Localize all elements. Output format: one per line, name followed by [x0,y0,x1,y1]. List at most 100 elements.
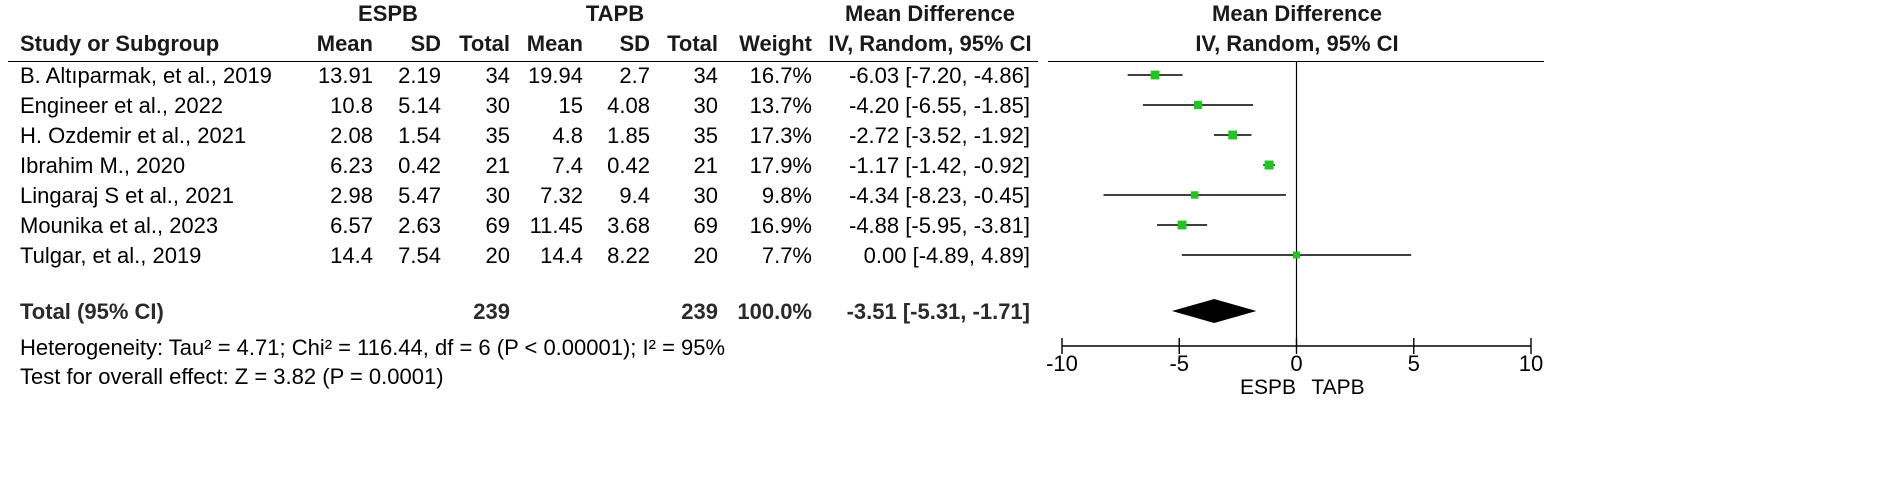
row-weight: 13.7% [749,93,812,118]
row-total-espb: 20 [485,243,510,268]
col-method: IV, Random, 95% CI [828,31,1032,56]
col-total-espb: Total [459,31,510,56]
row-mean-tapb: 19.94 [527,63,583,88]
row-study-name: Ibrahim M., 2020 [20,153,186,178]
pooled-diamond [1171,299,1257,323]
row-total-tapb: 21 [693,153,718,178]
row-sd-espb: 1.54 [398,123,441,148]
row-mean-espb: 2.08 [330,123,373,148]
row-total-tapb: 30 [693,93,718,118]
row-study-name: B. Altıparmak, et al., 2019 [20,63,272,88]
plot-title: Mean Difference [1212,1,1382,26]
row-sd-espb: 2.19 [398,63,441,88]
row-weight: 16.9% [749,213,812,238]
study-square [1193,100,1203,110]
row-ci: -4.34 [-8.23, -0.45] [849,183,1030,208]
row-sd-tapb: 3.68 [607,213,650,238]
study-square [1228,130,1238,140]
row-sd-espb: 7.54 [398,243,441,268]
group2-header: TAPB [585,1,645,26]
row-ci: -1.17 [-1.42, -0.92] [849,153,1030,178]
total-label: Total (95% CI) [20,299,164,324]
row-sd-espb: 5.47 [398,183,441,208]
row-total-espb: 30 [485,183,510,208]
row-study-name: Lingaraj S et al., 2021 [20,183,235,208]
col-sd-espb: SD [410,31,441,56]
row-sd-tapb: 9.4 [619,183,650,208]
overall-effect-text: Test for overall effect: Z = 3.82 (P = 0… [20,364,444,389]
study-square [1191,191,1199,199]
row-mean-tapb: 7.32 [540,183,583,208]
row-mean-espb: 14.4 [330,243,373,268]
row-weight: 17.3% [749,123,812,148]
total-n-tapb: 239 [681,299,718,324]
study-square [1177,220,1187,230]
row-total-tapb: 20 [693,243,718,268]
row-sd-tapb: 4.08 [607,93,650,118]
row-weight: 9.8% [761,183,812,208]
row-total-tapb: 34 [693,63,718,88]
mean-difference-title: Mean Difference [845,1,1015,26]
row-study-name: Mounika et al., 2023 [20,213,219,238]
row-mean-tapb: 14.4 [540,243,583,268]
row-weight: 7.7% [761,243,812,268]
row-weight: 16.7% [749,63,812,88]
row-sd-tapb: 1.85 [607,123,650,148]
row-total-espb: 34 [485,63,510,88]
favours-left-label: ESPB [1240,376,1296,399]
row-ci: -6.03 [-7.20, -4.86] [849,63,1030,88]
col-weight: Weight [739,31,812,56]
row-mean-tapb: 7.4 [552,153,583,178]
row-mean-espb: 2.98 [330,183,373,208]
row-total-tapb: 69 [693,213,718,238]
row-total-tapb: 35 [693,123,718,148]
favours-right-label: TAPB [1311,376,1364,399]
header-rule [8,61,1038,62]
row-mean-tapb: 4.8 [552,123,583,148]
col-sd-tapb: SD [619,31,650,56]
study-square [1264,160,1274,170]
row-sd-espb: 0.42 [398,153,441,178]
row-sd-espb: 5.14 [398,93,441,118]
row-mean-tapb: 15 [558,93,583,118]
row-study-name: H. Ozdemir et al., 2021 [20,123,247,148]
total-weight: 100.0% [737,299,812,324]
x-tick-label: 0 [1290,351,1302,376]
row-ci: -4.20 [-6.55, -1.85] [849,93,1030,118]
row-mean-espb: 6.57 [330,213,373,238]
row-mean-tapb: 11.45 [529,213,583,238]
row-sd-tapb: 2.7 [619,63,650,88]
x-tick-label: 5 [1408,351,1420,376]
total-ci: -3.51 [-5.31, -1.71] [846,299,1030,324]
row-total-espb: 21 [485,153,510,178]
x-tick-label: 10 [1519,351,1543,376]
x-tick-label: -10 [1046,351,1078,376]
row-total-tapb: 30 [693,183,718,208]
group1-header: ESPB [358,1,418,26]
x-tick-label: -5 [1169,351,1189,376]
row-mean-espb: 13.91 [317,63,373,88]
plot-method: IV, Random, 95% CI [1195,31,1399,56]
row-total-espb: 69 [485,213,510,238]
row-total-espb: 35 [485,123,510,148]
col-mean-espb: Mean [316,31,373,56]
heterogeneity-text: Heterogeneity: Tau² = 4.71; Chi² = 116.4… [20,335,726,360]
col-mean-tapb: Mean [526,31,583,56]
row-sd-tapb: 8.22 [607,243,650,268]
row-sd-tapb: 0.42 [607,153,650,178]
col-study: Study or Subgroup [20,31,220,56]
row-sd-espb: 2.63 [398,213,441,238]
row-ci: -4.88 [-5.95, -3.81] [849,213,1030,238]
row-ci: -2.72 [-3.52, -1.92] [849,123,1030,148]
study-square [1293,251,1300,259]
col-total-tapb: Total [667,31,718,56]
row-study-name: Tulgar, et al., 2019 [20,243,202,268]
row-mean-espb: 6.23 [330,153,373,178]
total-n-espb: 239 [473,299,510,324]
study-square [1150,70,1160,80]
row-study-name: Engineer et al., 2022 [20,93,224,118]
row-weight: 17.9% [749,153,812,178]
row-mean-espb: 10.8 [330,93,373,118]
plot-header-rule [1048,61,1544,62]
